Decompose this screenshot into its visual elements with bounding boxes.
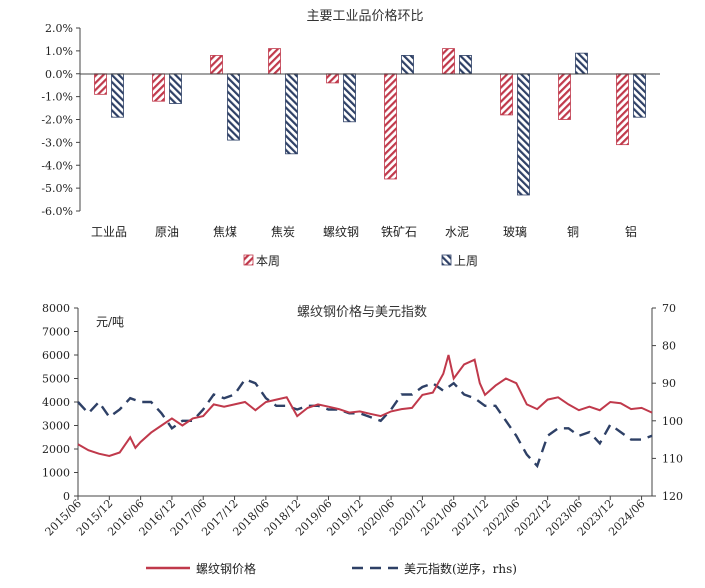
bar-chart-title: 主要工业品价格环比 xyxy=(306,8,423,24)
bar-chart-y-ticks: 2.0% 1.0% 0.0% -1.0% -2.0% -3.0% -4.0% -5.0% -6.… xyxy=(41,22,80,218)
category-label: 铁矿石 xyxy=(381,225,417,239)
bar-chart: 主要工业品价格环比 2.0% 1.0% 0.0% -1.0% -2.0% -3.0% -4.… xyxy=(41,8,660,268)
category-label: 焦煤 xyxy=(213,225,237,239)
bar-this-week xyxy=(326,73,339,84)
bar-this-week xyxy=(384,73,397,180)
legend-label-last-week: 上周 xyxy=(454,254,478,268)
bar-last-week xyxy=(401,55,414,75)
left-tick-label: 6000 xyxy=(42,349,70,362)
bar-last-week xyxy=(227,73,240,141)
line-chart-unit-label: 元/吨 xyxy=(96,315,124,329)
series-line-usd-index xyxy=(77,377,653,469)
bar-this-week xyxy=(152,73,165,102)
bar-chart-legend: 本周 上周 xyxy=(243,254,478,268)
y-tick-label: -1.0% xyxy=(41,91,73,104)
category-label: 铝 xyxy=(625,224,637,239)
right-tick-label: 100 xyxy=(662,415,683,428)
legend-swatch-last-week xyxy=(441,254,452,266)
category-label: 原油 xyxy=(155,225,179,239)
bar-last-week xyxy=(343,73,356,123)
category-label: 焦炭 xyxy=(271,225,295,239)
category-label: 水泥 xyxy=(445,225,469,239)
bar-last-week xyxy=(633,73,646,118)
right-tick-label: 120 xyxy=(662,490,683,503)
line-chart: 螺纹钢价格与美元指数 元/吨 8000 7000 6000 5000 4000 3000 2… xyxy=(42,302,683,576)
bar-this-week xyxy=(442,48,455,75)
category-label: 工业品 xyxy=(91,225,127,239)
series-line-rebar-price xyxy=(77,354,653,458)
bar-this-week xyxy=(210,55,223,75)
line-chart-title: 螺纹钢价格与美元指数 xyxy=(297,304,427,320)
left-tick-label: 7000 xyxy=(42,326,70,339)
bar-last-week xyxy=(459,55,472,75)
bar-this-week xyxy=(616,73,629,146)
y-tick-label: -6.0% xyxy=(41,205,73,218)
bar-this-week xyxy=(94,73,107,95)
legend-label-this-week: 本周 xyxy=(256,254,280,268)
legend-swatch-this-week xyxy=(243,254,254,266)
legend-label-rebar: 螺纹钢价格 xyxy=(196,561,256,576)
bar-last-week xyxy=(169,73,182,104)
y-tick-label: 0.0% xyxy=(45,68,73,81)
category-label: 玻璃 xyxy=(503,225,527,239)
left-tick-label: 4000 xyxy=(42,396,70,409)
left-tick-label: 8000 xyxy=(42,302,70,315)
right-tick-label: 70 xyxy=(662,302,676,315)
bar-last-week xyxy=(517,73,530,196)
line-chart-right-ticks: 70 80 90 100 110 120 xyxy=(652,302,683,503)
right-tick-label: 90 xyxy=(662,377,676,390)
y-tick-label: 1.0% xyxy=(45,45,73,58)
y-tick-label: 2.0% xyxy=(45,22,73,35)
right-tick-label: 110 xyxy=(662,452,683,465)
right-tick-label: 80 xyxy=(662,340,676,353)
bar-chart-categories: 工业品 原油 焦煤 焦炭 螺纹钢 铁矿石 水泥 玻璃 铜 铝 xyxy=(91,224,637,239)
left-tick-label: 0 xyxy=(63,490,70,503)
category-label: 螺纹钢 xyxy=(323,225,359,239)
y-tick-label: -4.0% xyxy=(41,159,73,172)
line-chart-x-ticks: 2015/062015/122016/062016/122017/062017/… xyxy=(43,496,648,538)
bar-this-week xyxy=(500,73,513,116)
bar-chart-bars xyxy=(94,48,646,196)
bar-this-week xyxy=(268,48,281,75)
left-tick-label: 3000 xyxy=(42,420,70,433)
line-chart-left-ticks: 8000 7000 6000 5000 4000 3000 2000 1000 0 xyxy=(42,302,78,503)
y-tick-label: -5.0% xyxy=(41,182,73,195)
bar-last-week xyxy=(285,73,298,155)
category-label: 铜 xyxy=(567,224,579,239)
left-tick-label: 2000 xyxy=(42,443,70,456)
bar-last-week xyxy=(111,73,124,118)
left-tick-label: 1000 xyxy=(42,467,70,480)
y-tick-label: -2.0% xyxy=(41,114,73,127)
bar-this-week xyxy=(558,73,571,120)
line-chart-legend: 螺纹钢价格 美元指数(逆序，rhs) xyxy=(146,561,517,576)
y-tick-label: -3.0% xyxy=(41,136,73,149)
bar-last-week xyxy=(575,52,588,75)
legend-label-usd: 美元指数(逆序，rhs) xyxy=(404,561,517,576)
left-tick-label: 5000 xyxy=(42,373,70,386)
